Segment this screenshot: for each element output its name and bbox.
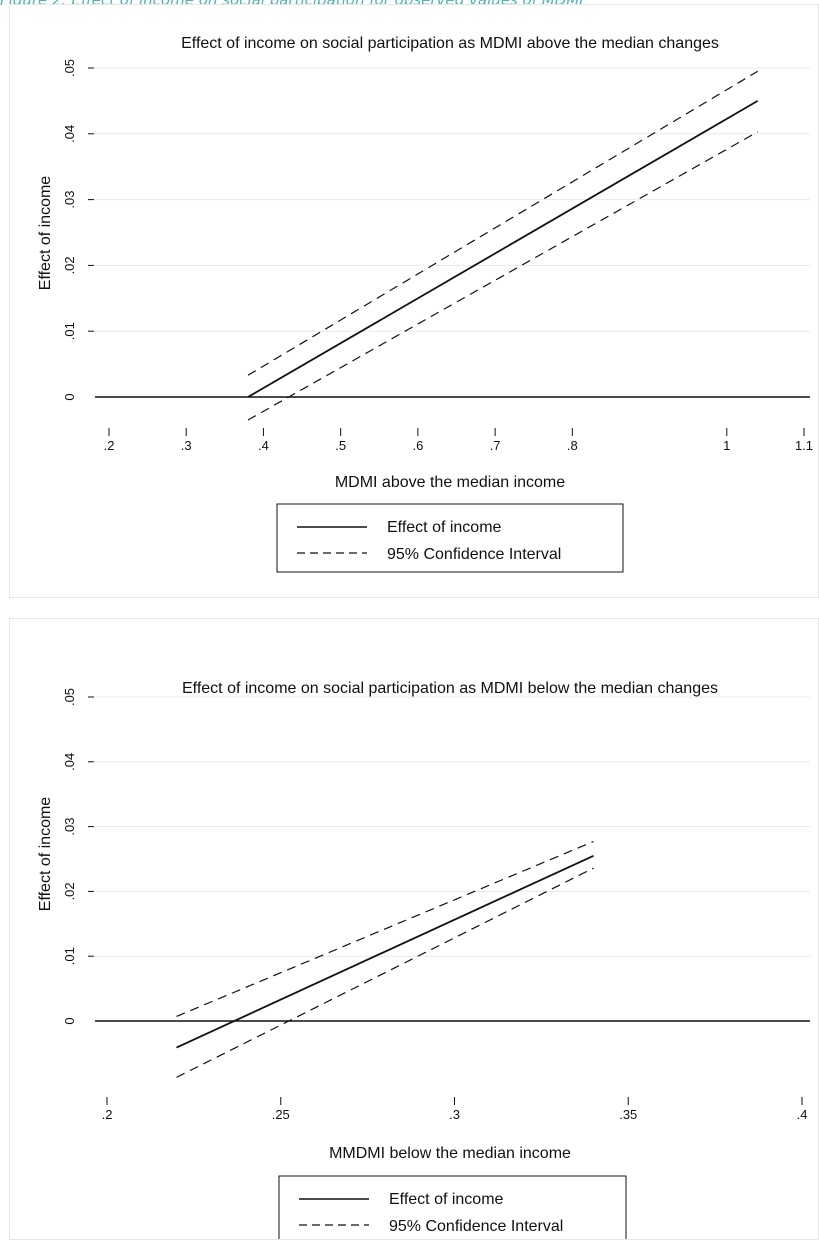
x-tick-label: 1 bbox=[723, 438, 730, 453]
x-tick-label: .6 bbox=[412, 438, 423, 453]
y-tick-label: 0 bbox=[62, 1017, 77, 1024]
legend-box bbox=[278, 1175, 627, 1239]
x-tick-label: .4 bbox=[797, 1107, 808, 1122]
legend-effect-label: Effect of income bbox=[387, 519, 502, 536]
y-axis-label: Effect of income bbox=[37, 176, 54, 291]
y-tick-label: .03 bbox=[62, 818, 77, 836]
chart-panel-mdmi-above: Effect of income on social participation… bbox=[9, 4, 819, 598]
x-tick-label: .3 bbox=[449, 1107, 460, 1122]
x-tick-label: 1.1 bbox=[795, 438, 813, 453]
legend-box bbox=[276, 503, 624, 573]
y-tick-label: .05 bbox=[62, 59, 77, 77]
x-tick-label: .5 bbox=[335, 438, 346, 453]
y-tick-label: .04 bbox=[62, 753, 77, 771]
chart-title: Effect of income on social participation… bbox=[182, 680, 718, 697]
x-axis-label: MMDMI below the median income bbox=[329, 1145, 571, 1162]
x-tick-label: .2 bbox=[104, 438, 115, 453]
ci-lower-line bbox=[247, 131, 758, 421]
y-axis-label: Effect of income bbox=[37, 797, 54, 912]
x-tick-label: .35 bbox=[619, 1107, 637, 1122]
x-tick-label: .3 bbox=[181, 438, 192, 453]
y-tick-label: 0 bbox=[62, 393, 77, 400]
chart-title: Effect of income on social participation… bbox=[181, 35, 719, 52]
effect-of-income-line bbox=[176, 854, 594, 1049]
effect-of-income-line bbox=[247, 100, 759, 398]
y-tick-label: .02 bbox=[62, 256, 77, 274]
y-tick-label: .03 bbox=[62, 191, 77, 209]
legend-ci-label: 95% Confidence Interval bbox=[389, 1218, 563, 1235]
x-tick-label: .7 bbox=[490, 438, 501, 453]
chart-mdmi-above: Effect of income on social participation… bbox=[37, 35, 813, 573]
chart-panel-mdmi-below: Effect of income on social participation… bbox=[9, 618, 819, 1240]
x-tick-label: .4 bbox=[258, 438, 269, 453]
ci-upper-line bbox=[176, 840, 594, 1018]
y-tick-label: .01 bbox=[62, 322, 77, 340]
x-tick-label: .2 bbox=[102, 1107, 113, 1122]
x-axis-label: MDMI above the median income bbox=[335, 474, 565, 491]
ci-lower-line bbox=[176, 867, 594, 1078]
legend-effect-label: Effect of income bbox=[389, 1191, 504, 1208]
y-tick-label: .04 bbox=[62, 125, 77, 143]
y-tick-label: .01 bbox=[62, 947, 77, 965]
ci-upper-line bbox=[247, 70, 758, 376]
y-tick-label: .05 bbox=[62, 688, 77, 706]
chart-mdmi-below: Effect of income on social participation… bbox=[37, 680, 810, 1239]
legend-ci-label: 95% Confidence Interval bbox=[387, 546, 561, 563]
y-tick-label: .02 bbox=[62, 882, 77, 900]
x-tick-label: .8 bbox=[567, 438, 578, 453]
x-tick-label: .25 bbox=[272, 1107, 290, 1122]
